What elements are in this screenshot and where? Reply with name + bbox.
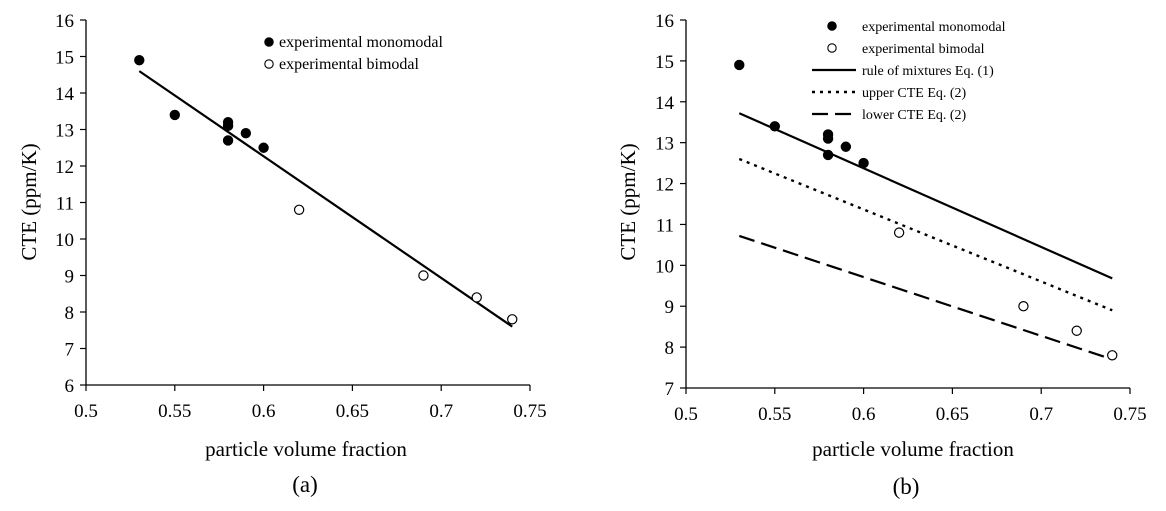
y-tick-label: 12: [655, 175, 674, 196]
y-tick-label: 16: [55, 11, 74, 32]
x-tick-label: 0.7: [1029, 404, 1053, 425]
legend-marker: [827, 21, 837, 31]
x-tick-label: 0.5: [674, 404, 698, 425]
x-tick-label: 0.65: [336, 401, 369, 422]
legend-label: experimental monomodal: [862, 20, 1006, 35]
legend-label: experimental bimodal: [862, 42, 985, 57]
legend-label: upper CTE Eq. (2): [862, 86, 967, 101]
y-tick-label: 9: [65, 267, 75, 288]
data-point-bimodal: [1107, 350, 1118, 361]
series-line-dashed-line: [738, 234, 1113, 361]
series-line-solid-line: [738, 112, 1113, 280]
data-point-bimodal: [471, 292, 482, 303]
data-point-monomodal: [222, 135, 234, 146]
y-tick-label: 15: [655, 52, 674, 73]
x-axis-label: particle volume fraction: [205, 437, 407, 461]
legend-marker: [264, 37, 274, 47]
legend-label: lower CTE Eq. (2): [862, 108, 967, 123]
data-point-monomodal: [240, 127, 252, 139]
y-tick-label: 10: [655, 256, 674, 277]
data-point-monomodal: [840, 141, 852, 152]
data-point-bimodal: [1071, 325, 1082, 336]
x-tick-label: 0.65: [936, 404, 969, 425]
data-point-bimodal: [418, 270, 429, 281]
chart-panel-b: 7 8 9 10 11 12 13 14 15 16 0.5 0.55 0.6 0.65 0.7 0.75 pa…: [616, 11, 1147, 499]
x-tick-label: 0.6: [852, 404, 876, 425]
data-point-monomodal: [858, 157, 869, 169]
y-tick-label: 7: [665, 379, 675, 400]
data-point-monomodal: [134, 54, 145, 66]
legend-marker: [827, 43, 837, 53]
data-point-bimodal: [507, 314, 518, 325]
y-tick-label: 12: [55, 157, 74, 178]
x-tick-label: 0.75: [1113, 404, 1146, 425]
data-point-monomodal: [222, 120, 234, 132]
y-tick-label: 14: [55, 84, 75, 105]
x-tick-label: 0.6: [252, 401, 276, 422]
y-tick-label: 15: [55, 48, 74, 69]
y-tick-label: 6: [65, 376, 75, 397]
y-tick-label: 13: [655, 134, 674, 155]
y-axis-label: CTE (ppm/K): [17, 143, 41, 260]
series-line-dotted-line: [738, 157, 1113, 312]
x-tick-label: 0.5: [74, 401, 98, 422]
data-point-bimodal: [893, 227, 905, 238]
data-point-bimodal: [293, 204, 305, 215]
y-tick-label: 8: [665, 338, 675, 359]
data-point-monomodal: [822, 133, 834, 144]
panel-label: (b): [893, 474, 920, 499]
data-point-monomodal: [169, 109, 180, 121]
chart-panel-a: 6 7 8 9 10 11 12 13 14 15 16 0.5 0.55 0.6 0.65 0.7 0.75 p…: [17, 11, 547, 497]
y-tick-label: 13: [55, 121, 74, 142]
legend-label: rule of mixtures Eq. (1): [862, 64, 994, 79]
y-tick-label: 10: [55, 230, 74, 251]
series-line-solid-line: [138, 70, 513, 328]
y-tick-label: 16: [655, 11, 674, 32]
legend-marker: [264, 59, 274, 69]
x-tick-label: 0.75: [513, 401, 546, 422]
y-axis-label: CTE (ppm/K): [616, 143, 640, 260]
data-point-monomodal: [822, 149, 834, 161]
x-tick-label: 0.55: [758, 404, 791, 425]
legend-label: experimental bimodal: [279, 56, 420, 73]
data-point-bimodal: [1018, 301, 1029, 312]
legend-label: experimental monomodal: [279, 34, 444, 51]
x-tick-label: 0.7: [429, 401, 453, 422]
y-tick-label: 11: [656, 215, 674, 236]
y-tick-label: 11: [56, 194, 74, 215]
x-axis-label: particle volume fraction: [812, 437, 1014, 461]
data-point-monomodal: [258, 142, 269, 153]
panel-label: (a): [292, 472, 318, 497]
data-point-monomodal: [734, 59, 745, 71]
y-tick-label: 9: [665, 297, 675, 318]
y-tick-label: 14: [655, 93, 675, 114]
x-tick-label: 0.55: [158, 401, 191, 422]
y-tick-label: 7: [65, 340, 75, 361]
y-tick-label: 8: [65, 303, 75, 324]
data-point-monomodal: [769, 121, 781, 132]
